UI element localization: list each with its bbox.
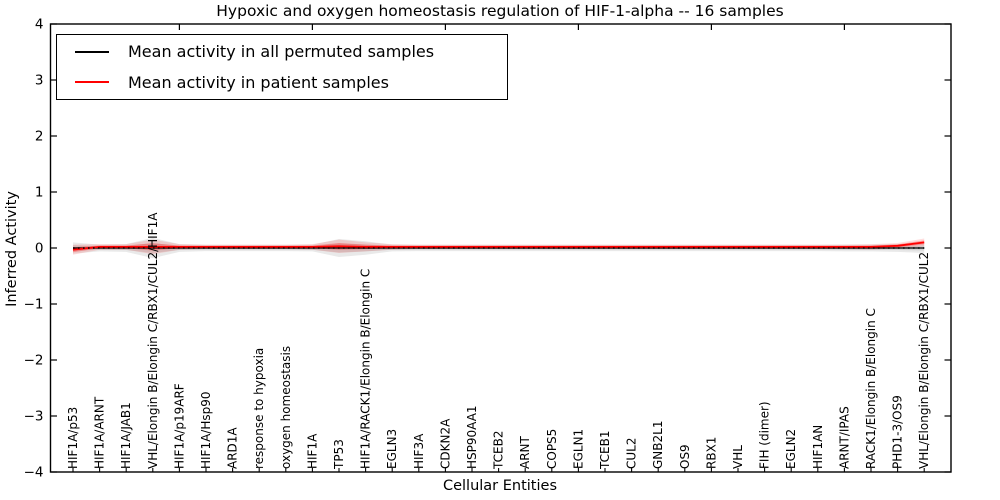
x-tick-label: HIF1AN — [811, 425, 825, 469]
x-tick-label: TCEB2 — [492, 431, 506, 470]
y-tick-label: 2 — [35, 129, 44, 145]
y-tick-label: 0 — [35, 241, 44, 257]
x-tick-label: COPS5 — [545, 429, 559, 469]
x-tick-label: PHD1-3/OS9 — [891, 395, 905, 469]
x-tick-label: CDKN2A — [438, 418, 452, 469]
legend-label: Mean activity in all permuted samples — [128, 42, 435, 62]
legend-label: Mean activity in patient samples — [128, 72, 389, 92]
x-tick-label: ARNT/IPAS — [837, 406, 851, 469]
x-tick-label: FIH (dimer) — [758, 401, 772, 469]
x-tick-label: EGLN1 — [571, 429, 585, 469]
x-tick-label: oxygen homeostasis — [279, 346, 293, 469]
patient-mean-line — [72, 241, 925, 251]
legend: Mean activity in all permuted samples Me… — [56, 34, 508, 100]
x-tick-label: OS9 — [678, 444, 692, 469]
x-tick-label: HIF3A — [412, 433, 426, 469]
x-tick-label: EGLN2 — [784, 429, 798, 469]
x-tick-label: ARNT — [518, 435, 532, 469]
y-tick-label: 4 — [35, 17, 44, 33]
x-tick-label: HIF1A — [305, 433, 319, 469]
y-tick-label: 1 — [35, 185, 44, 201]
legend-item-patient: Mean activity in patient samples — [57, 68, 507, 96]
x-tick-label: HIF1A/ARNT — [93, 396, 107, 469]
x-tick-label: VHL — [731, 445, 745, 469]
y-tick-label: −3 — [24, 409, 44, 425]
y-tick-label: −4 — [24, 465, 44, 481]
x-tick-label: TP53 — [332, 439, 346, 470]
x-tick-label: CUL2 — [625, 438, 639, 469]
x-tick-label: VHL/Elongin B/Elongin C/RBX1/CUL2/HIF1A — [146, 212, 160, 469]
y-tick-label: 3 — [35, 73, 44, 89]
x-tick-label: RBX1 — [704, 437, 718, 469]
x-tick-label: HIF1A/p53 — [66, 407, 80, 469]
x-tick-label: response to hypoxia — [252, 348, 266, 469]
x-tick-label: HIF1A/RACK1/Elongin B/Elongin C — [359, 269, 373, 469]
x-tick-label: HIF1A/JAB1 — [119, 402, 133, 469]
x-tick-label: HIF1A/p19ARF — [172, 383, 186, 469]
x-tick-label: VHL/Elongin B/Elongin C/RBX1/CUL2 — [917, 252, 931, 469]
chart-title: Hypoxic and oxygen homeostasis regulatio… — [216, 2, 784, 20]
x-tick-label: RACK1/Elongin B/Elongin C — [864, 308, 878, 469]
x-tick-label: ARD1A — [226, 427, 240, 469]
y-tick-label: −2 — [24, 353, 44, 369]
x-tick-label: HSP90AA1 — [465, 405, 479, 469]
patient-line-swatch — [75, 81, 109, 84]
y-axis-title: Inferred Activity — [4, 191, 20, 307]
y-tick-label: −1 — [24, 297, 44, 313]
x-axis-title: Cellular Entities — [442, 478, 558, 494]
x-tick-label: EGLN3 — [385, 429, 399, 469]
x-tick-label: TCEB1 — [598, 431, 612, 470]
x-tick-label: GNB2L1 — [651, 421, 665, 469]
x-tick-label: HIF1A/Hsp90 — [199, 391, 213, 469]
legend-item-permuted: Mean activity in all permuted samples — [57, 38, 507, 66]
permuted-line-swatch — [75, 50, 109, 53]
